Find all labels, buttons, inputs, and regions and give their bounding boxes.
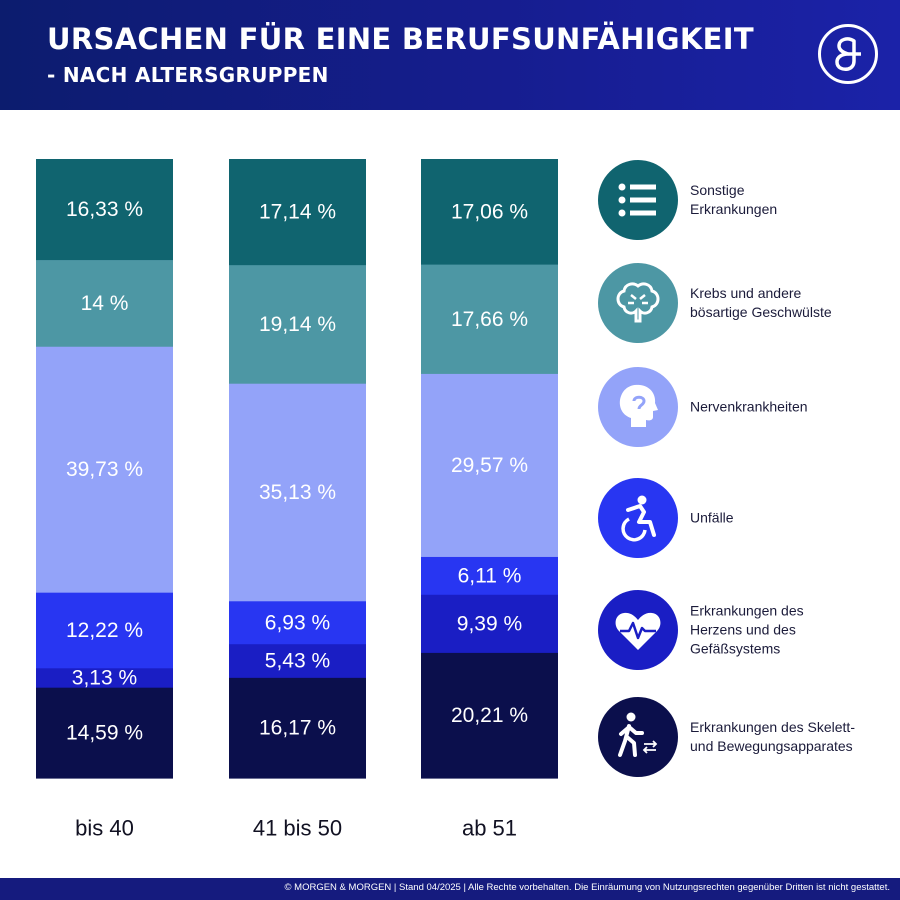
header-banner: URSACHEN FÜR EINE BERUFSUNFÄHIGKEIT - NA…: [0, 0, 900, 110]
data-label: 14 %: [81, 292, 129, 315]
data-label: 6,93 %: [265, 611, 330, 634]
legend-item-nerven: Nervenkrankheiten: [598, 367, 898, 447]
data-label: 9,39 %: [457, 612, 522, 635]
head-icon: [619, 384, 658, 427]
title-line-1: URSACHEN FÜR EINE BERUFSUNFÄHIGKEIT: [47, 22, 754, 56]
legend-icon-circle: [598, 160, 678, 240]
bar-segment: [229, 265, 366, 385]
legend-label: Krebs und andere bösartige Geschwülste: [690, 285, 832, 320]
data-label: 3,13 %: [72, 667, 137, 690]
bar-segment: [229, 159, 366, 266]
wheelchair-icon: [621, 495, 656, 542]
bar-segment: [421, 264, 558, 375]
bar-segment: [421, 159, 558, 266]
bar-segment: [229, 601, 366, 645]
bar-segment: [36, 668, 173, 689]
list-icon: [618, 183, 656, 217]
legend-item-krebs: Krebs und andere bösartige Geschwülste: [598, 263, 898, 343]
bar-segment: [421, 594, 558, 654]
data-label: 17,06 %: [451, 200, 528, 223]
bar-segment: [421, 652, 558, 779]
category-label: bis 40: [75, 816, 134, 841]
title-line-2: - NACH ALTERSGRUPPEN: [47, 63, 329, 87]
legend-label: Erkrankungen des Skelett- und Bewegungsa…: [690, 719, 855, 754]
data-label: 5,43 %: [265, 650, 330, 673]
brain-icon: [616, 282, 660, 323]
data-label: 20,21 %: [451, 704, 528, 727]
legend-icon-circle: [598, 367, 678, 447]
data-label: 6,11 %: [458, 564, 522, 587]
bar-segment: [229, 383, 366, 602]
heart-pulse-icon: [615, 612, 661, 650]
legend-label: Erkrankungen des Herzens und des Gefäßsy…: [690, 602, 804, 657]
data-label: 39,73 %: [66, 458, 143, 481]
legend-label: Sonstige Erkrankungen: [690, 182, 778, 217]
legend-item-skelett: Erkrankungen des Skelett- und Bewegungsa…: [598, 697, 898, 777]
bar-segment: [36, 592, 173, 669]
legend-icon-circle: [598, 478, 678, 558]
legend-item-herz: Erkrankungen des Herzens und des Gefäßsy…: [598, 590, 898, 670]
footer-copyright: © MORGEN & MORGEN | Stand 04/2025 | Alle…: [284, 882, 890, 893]
bar-segment: [229, 677, 366, 779]
bar-segment: [36, 260, 173, 348]
data-label: 16,17 %: [259, 716, 336, 739]
legend-item-unfaelle: Unfälle: [598, 478, 898, 558]
data-label: 17,14 %: [259, 201, 336, 224]
walking-person-icon: [618, 712, 658, 757]
bar-segment: [421, 373, 558, 558]
legend-icon-circle: [598, 590, 678, 670]
data-label: 35,13 %: [259, 481, 336, 504]
legend-icon-circle: [598, 263, 678, 343]
data-label: 19,14 %: [259, 313, 336, 336]
data-label: 29,57 %: [451, 454, 528, 477]
legend-label: Unfälle: [690, 509, 734, 526]
bar-segment: [36, 687, 173, 779]
bar-segment: [229, 644, 366, 679]
footer-bar: © MORGEN & MORGEN | Stand 04/2025 | Alle…: [0, 878, 900, 900]
data-label: 16,33 %: [66, 198, 143, 221]
legend-item-sonstige: Sonstige Erkrankungen: [598, 160, 898, 240]
bar-segment: [36, 346, 173, 594]
bar-segment: [36, 159, 173, 261]
category-label: 41 bis 50: [253, 816, 342, 841]
legend-label: Nervenkrankheiten: [690, 398, 808, 415]
ampersand-logo-icon: [818, 24, 878, 84]
data-label: 14,59 %: [66, 721, 143, 744]
category-label: ab 51: [462, 816, 517, 841]
legend-icon-circle: [598, 697, 678, 777]
data-label: 17,66 %: [451, 308, 528, 331]
data-label: 12,22 %: [66, 619, 143, 642]
bar-segment: [421, 556, 558, 596]
